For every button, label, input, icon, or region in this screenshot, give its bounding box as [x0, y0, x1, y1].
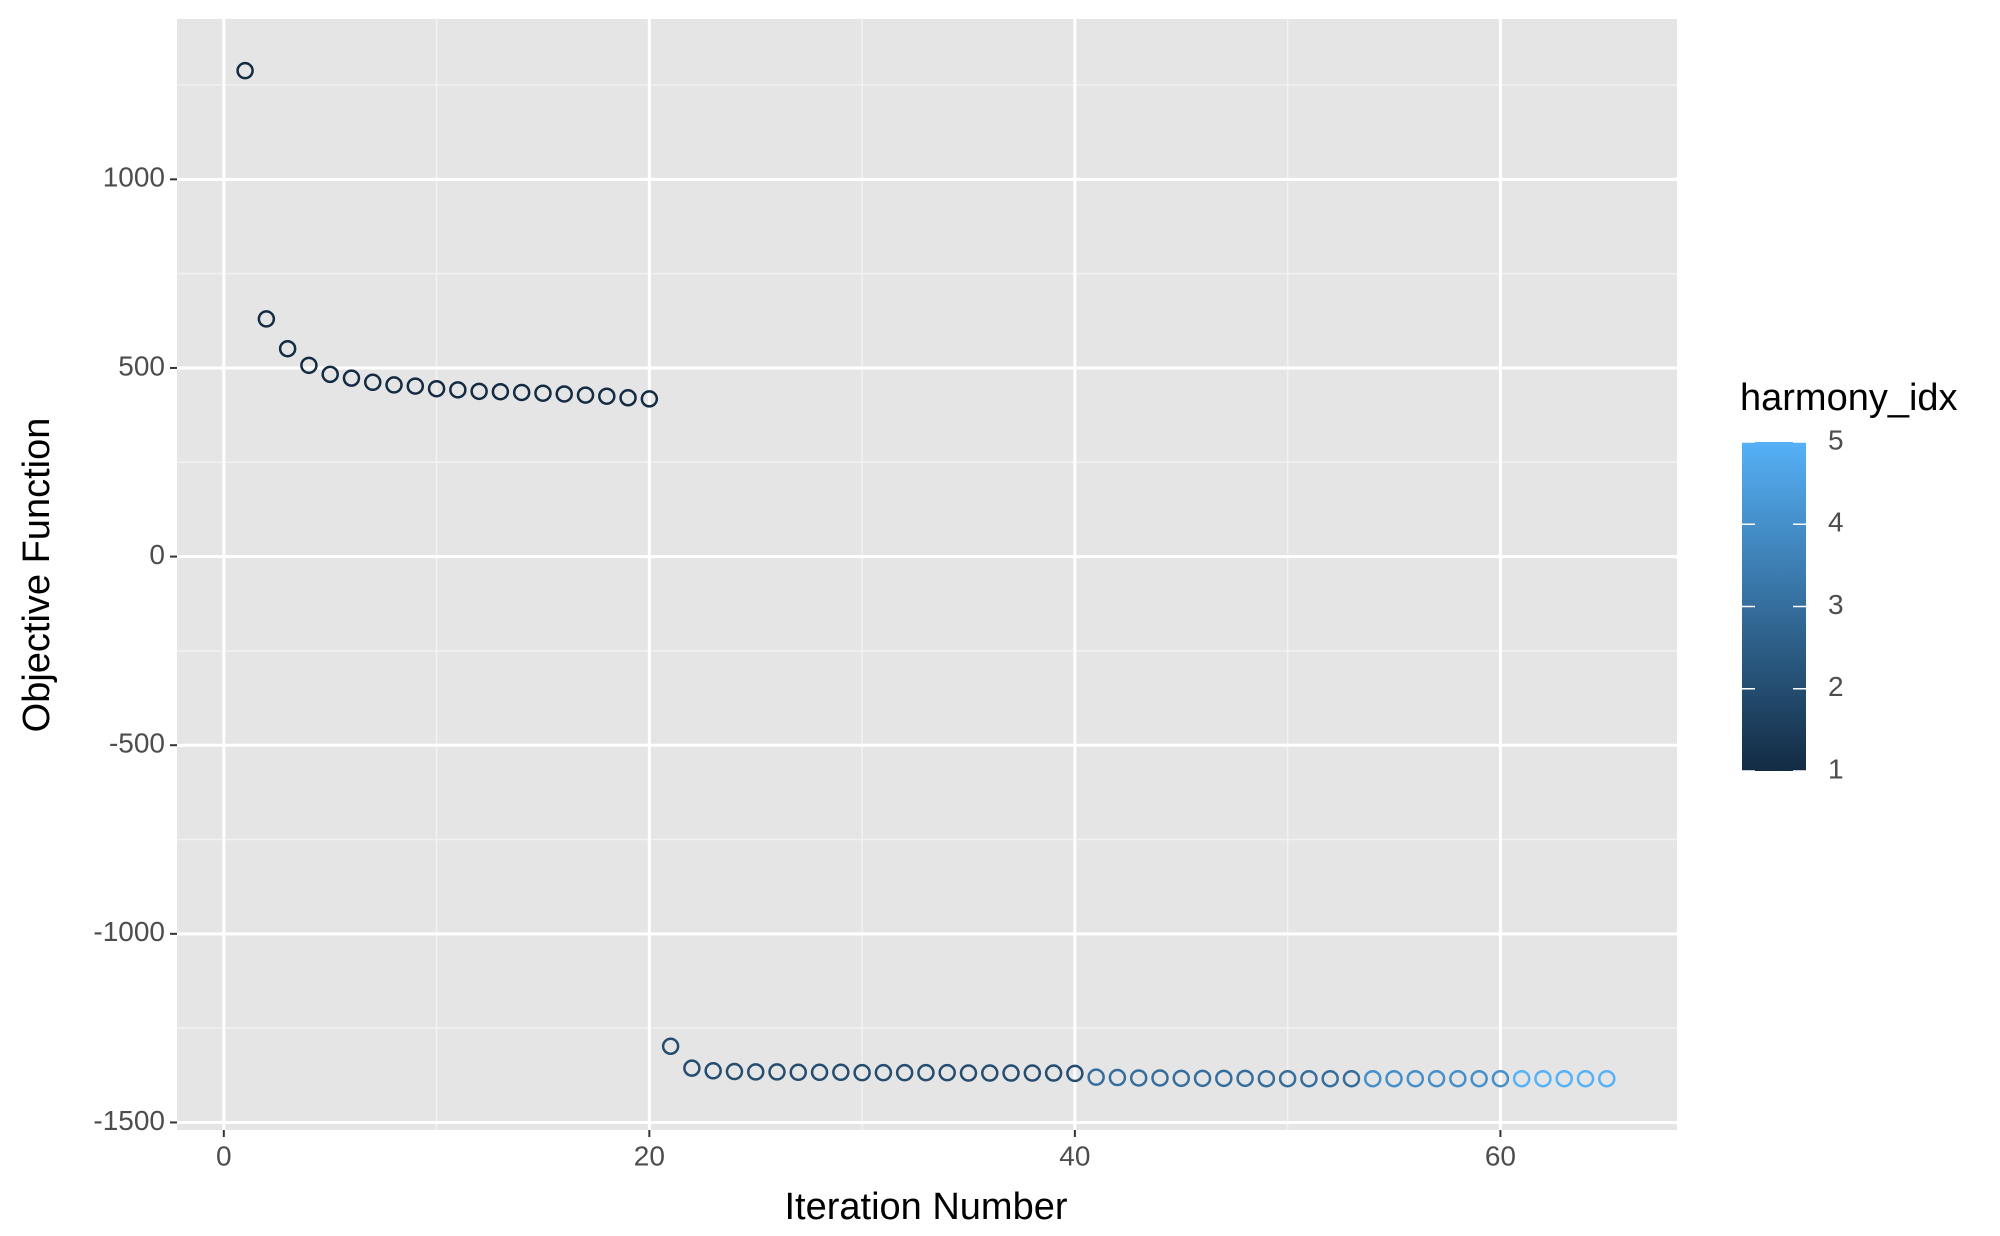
point [1598, 1069, 1616, 1088]
point [1172, 1069, 1191, 1088]
point [512, 383, 531, 402]
point [1449, 1069, 1467, 1088]
point [555, 385, 573, 403]
point [1108, 1068, 1127, 1087]
point [746, 1063, 765, 1081]
point [1342, 1069, 1361, 1088]
point [491, 382, 510, 401]
point [853, 1063, 871, 1082]
point [427, 379, 446, 398]
point [895, 1063, 914, 1082]
point [1151, 1069, 1169, 1087]
point [1215, 1069, 1233, 1088]
x-tick-label: 20 [634, 1140, 665, 1171]
point [1385, 1069, 1403, 1088]
point [1534, 1069, 1552, 1088]
point [619, 389, 637, 407]
point [1363, 1069, 1382, 1088]
point [1278, 1069, 1297, 1088]
point [470, 382, 488, 401]
point [789, 1063, 808, 1082]
y-tick-label: 500 [118, 350, 165, 381]
point [1257, 1069, 1276, 1088]
point [661, 1037, 680, 1056]
plot-panel [177, 19, 1677, 1130]
legend-label: 3 [1828, 589, 1844, 620]
point [257, 310, 276, 328]
point [236, 61, 254, 80]
y-tick-label: 0 [149, 539, 165, 570]
point [683, 1059, 701, 1077]
legend-title: harmony_idx [1740, 377, 1958, 419]
x-tick-label: 0 [216, 1140, 232, 1171]
legend-label: 1 [1828, 753, 1844, 784]
point [449, 381, 467, 399]
point [1023, 1064, 1042, 1082]
point [938, 1063, 956, 1082]
point [598, 387, 616, 405]
legend-label: 4 [1828, 507, 1844, 538]
point [810, 1063, 829, 1082]
point [874, 1063, 893, 1082]
point [1129, 1069, 1148, 1087]
point [321, 365, 339, 384]
point [363, 373, 382, 392]
point [1236, 1069, 1254, 1088]
y-tick-label: -1500 [93, 1105, 165, 1136]
x-tick-label: 40 [1059, 1140, 1090, 1171]
point [832, 1063, 850, 1082]
point [1300, 1069, 1318, 1088]
point [917, 1063, 935, 1082]
point [1087, 1068, 1105, 1086]
point [1512, 1069, 1531, 1088]
point [342, 369, 361, 387]
point [640, 390, 659, 408]
x-axis-title: Iteration Number [784, 1186, 1067, 1228]
point [576, 386, 595, 404]
point [959, 1064, 978, 1082]
point [981, 1064, 999, 1082]
y-tick-label: -500 [109, 728, 165, 759]
point [278, 339, 297, 358]
point [1555, 1069, 1573, 1088]
y-tick-label: 1000 [103, 162, 165, 193]
y-tick-label: -1000 [93, 916, 165, 947]
point [1576, 1069, 1595, 1088]
point [534, 384, 552, 402]
legend-label: 5 [1828, 424, 1844, 455]
point [768, 1063, 786, 1081]
x-tick-label: 60 [1485, 1140, 1516, 1171]
point [385, 376, 403, 394]
point [1044, 1064, 1063, 1082]
point [300, 356, 318, 375]
point [1066, 1064, 1084, 1083]
point [1002, 1064, 1020, 1082]
point [1427, 1069, 1446, 1088]
point [1193, 1069, 1212, 1088]
point [1406, 1069, 1425, 1088]
y-axis-title: Objective Function [16, 418, 58, 733]
point [1321, 1069, 1339, 1088]
point [1470, 1069, 1488, 1088]
point [1491, 1069, 1510, 1088]
point [725, 1062, 744, 1081]
legend-label: 2 [1828, 671, 1844, 702]
point [406, 377, 425, 395]
point [704, 1062, 722, 1080]
